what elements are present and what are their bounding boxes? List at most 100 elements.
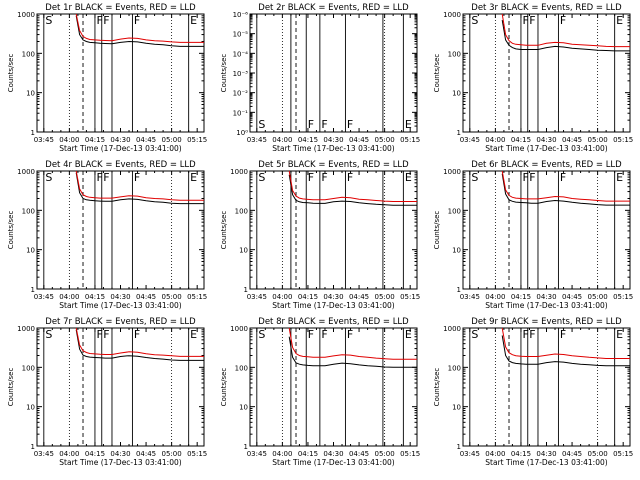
y-tick-label: 1000 — [17, 11, 35, 19]
detector-panel: Det 5r BLACK = Events, RED = LLD 1 10 100 10… — [220, 160, 420, 310]
x-tick-label: 05:15 — [613, 136, 633, 144]
event-marker-label: S — [258, 118, 265, 131]
event-marker-label: F — [96, 14, 102, 27]
y-tick-label: 1000 — [17, 325, 35, 333]
plot-frame — [36, 327, 205, 447]
x-tick-label: 05:15 — [613, 293, 633, 301]
y-tick-label: 100 — [22, 50, 35, 58]
detector-panel: Det 2r BLACK = Events, RED = LLD 10⁰ 10⁻¹ 1… — [220, 3, 420, 153]
y-tick-label: 10 — [239, 247, 248, 255]
event-marker-label: F — [529, 171, 535, 184]
x-tick-label: 04:00 — [485, 136, 505, 144]
events-series-line — [288, 336, 417, 368]
y-tick-label: 1 — [31, 443, 35, 451]
y-axis-label: Counts/sec — [220, 54, 228, 93]
events-series-line — [501, 20, 630, 52]
x-tick-label: 04:30 — [110, 450, 130, 458]
x-tick-label: 05:00 — [375, 136, 395, 144]
y-tick-label: 10 — [452, 404, 461, 412]
y-axis-label: Counts/sec — [7, 368, 15, 407]
event-marker-label: E — [616, 14, 623, 27]
panel-title: Det 8r BLACK = Events, RED = LLD — [258, 317, 409, 327]
event-marker-label: F — [522, 328, 528, 341]
detector-panel: Det 6r BLACK = Events, RED = LLD 1 10 100 10… — [433, 160, 633, 310]
events-series-line — [75, 15, 204, 47]
x-tick-label: 05:00 — [375, 293, 395, 301]
events-series-line — [75, 329, 204, 361]
y-tick-label: 1 — [244, 286, 248, 294]
events-series-line — [75, 172, 204, 205]
panel-title: Det 4r BLACK = Events, RED = LLD — [45, 160, 196, 170]
event-marker-label: E — [190, 328, 197, 341]
plot-frame — [249, 170, 418, 290]
y-tick-label: 100 — [22, 207, 35, 215]
y-tick-label: 10 — [26, 247, 35, 255]
y-tick-label: 10⁻⁵ — [233, 31, 249, 39]
plot-frame — [36, 170, 205, 290]
x-tick-label: 05:00 — [162, 136, 182, 144]
lld-series-line — [288, 328, 417, 360]
lld-series-line — [75, 14, 204, 43]
plot-frame — [36, 13, 205, 133]
y-tick-label: 10 — [452, 247, 461, 255]
x-tick-label: 04:15 — [298, 450, 318, 458]
x-tick-label: 03:45 — [460, 450, 480, 458]
x-axis-label: Start Time (17-Dec-13 03:41:00) — [485, 458, 607, 467]
x-tick-label: 03:45 — [247, 293, 267, 301]
plot-frame — [462, 13, 631, 133]
event-marker-label: F — [321, 118, 327, 131]
event-marker-label: E — [405, 171, 412, 184]
plot-frame — [462, 327, 631, 447]
plot-frame — [249, 327, 418, 447]
event-marker-label: S — [471, 328, 478, 341]
y-tick-label: 10⁻¹ — [233, 109, 249, 117]
event-marker-label: F — [308, 328, 314, 341]
x-tick-label: 05:00 — [588, 450, 608, 458]
event-marker-label: S — [45, 171, 52, 184]
y-tick-label: 100 — [22, 364, 35, 372]
event-marker-label: F — [347, 171, 353, 184]
y-axis-label: Counts/sec — [220, 211, 228, 250]
y-tick-label: 1 — [244, 443, 248, 451]
y-axis-label: Counts/sec — [220, 368, 228, 407]
events-series-line — [501, 335, 630, 367]
x-tick-label: 04:00 — [272, 293, 292, 301]
x-tick-label: 04:30 — [323, 136, 343, 144]
y-tick-label: 100 — [448, 207, 461, 215]
lld-series-line — [75, 328, 204, 357]
y-tick-label: 100 — [448, 50, 461, 58]
x-tick-label: 05:15 — [187, 450, 207, 458]
y-tick-label: 10⁰ — [236, 129, 248, 137]
y-tick-label: 10 — [452, 90, 461, 98]
x-tick-label: 03:45 — [34, 293, 54, 301]
detector-panel: Det 9r BLACK = Events, RED = LLD 1 10 100 10… — [433, 317, 633, 467]
lld-series-line — [501, 171, 630, 202]
x-tick-label: 04:15 — [298, 293, 318, 301]
event-marker-label: F — [103, 171, 109, 184]
x-tick-label: 04:15 — [298, 136, 318, 144]
x-tick-label: 05:00 — [162, 293, 182, 301]
event-marker-label: S — [258, 328, 265, 341]
x-tick-label: 04:45 — [136, 450, 156, 458]
event-marker-label: S — [45, 14, 52, 27]
y-tick-label: 10 — [26, 404, 35, 412]
panel-title: Det 2r BLACK = Events, RED = LLD — [258, 3, 409, 13]
event-marker-label: F — [529, 328, 535, 341]
detector-panel: Det 7r BLACK = Events, RED = LLD 1 10 100 10… — [7, 317, 207, 467]
x-tick-label: 04:45 — [562, 136, 582, 144]
x-tick-label: 04:30 — [323, 450, 343, 458]
y-tick-label: 1 — [457, 443, 461, 451]
panel-title: Det 3r BLACK = Events, RED = LLD — [471, 3, 622, 13]
x-tick-label: 03:45 — [247, 450, 267, 458]
x-tick-label: 05:15 — [187, 136, 207, 144]
x-axis-label: Start Time (17-Dec-13 03:41:00) — [485, 144, 607, 153]
event-marker-label: S — [471, 171, 478, 184]
x-tick-label: 04:15 — [511, 136, 531, 144]
event-marker-label: E — [405, 118, 412, 131]
lld-series-line — [501, 14, 630, 48]
x-tick-label: 03:45 — [247, 136, 267, 144]
x-tick-label: 05:15 — [187, 293, 207, 301]
y-tick-label: 100 — [235, 207, 248, 215]
y-tick-label: 100 — [448, 364, 461, 372]
y-tick-label: 1 — [31, 129, 35, 137]
